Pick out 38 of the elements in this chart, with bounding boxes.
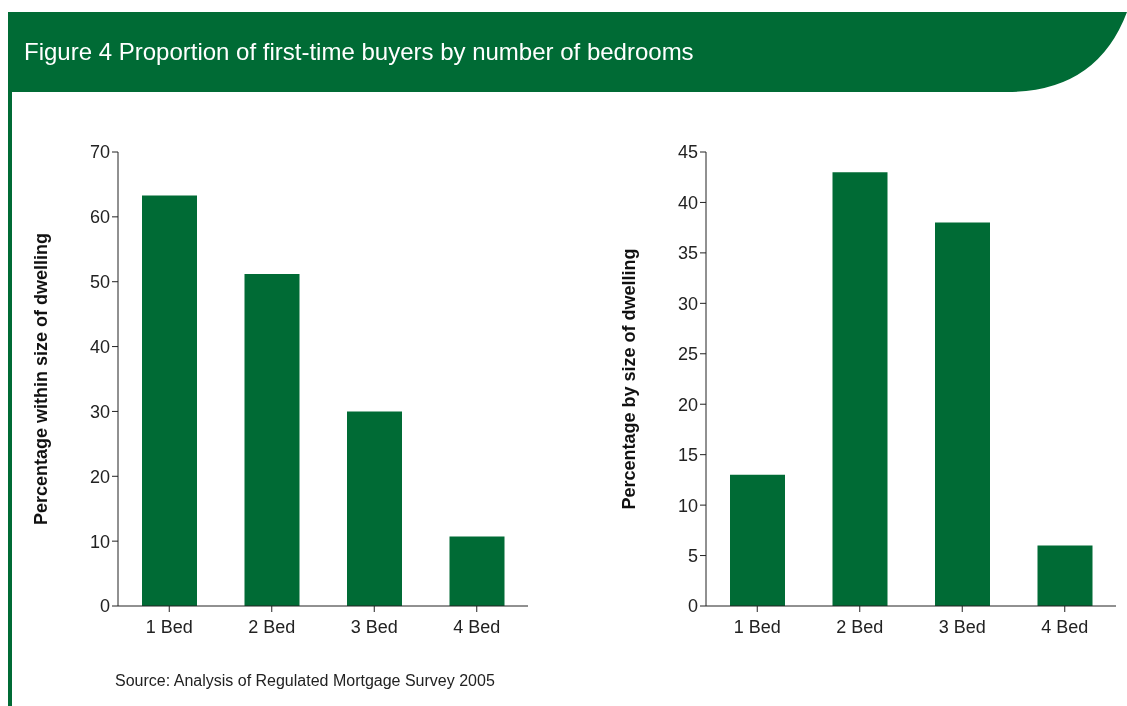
y-tick-label: 70: [89, 142, 110, 163]
x-tick-label: 2 Bed: [248, 616, 296, 637]
source-note: Source: Analysis of Regulated Mortgage Survey 2005: [115, 672, 495, 690]
x-tick-label: 3 Bed: [938, 616, 986, 637]
y-tick-label: 10: [677, 495, 698, 516]
bar: [244, 273, 300, 606]
y-axis-title: Percentage by size of dwelling: [619, 248, 640, 510]
y-tick-label: 40: [89, 336, 110, 357]
bar: [730, 474, 785, 606]
x-tick-label: 1 Bed: [733, 616, 781, 637]
y-tick-label: 30: [677, 293, 698, 314]
y-tick-label: 0: [99, 596, 110, 617]
bar: [935, 222, 990, 606]
x-tick-label: 2 Bed: [836, 616, 884, 637]
y-tick-label: 40: [677, 192, 698, 213]
y-tick-label: 50: [89, 272, 110, 293]
x-tick-label: 4 Bed: [1041, 616, 1089, 637]
x-tick-label: 3 Bed: [350, 616, 398, 637]
bar: [142, 195, 197, 606]
bar: [347, 411, 402, 606]
y-tick-label: 0: [687, 596, 698, 617]
y-tick-label: 30: [89, 401, 110, 422]
y-axis-title: Percentage within size of dwelling: [31, 232, 52, 526]
y-tick-label: 25: [677, 344, 698, 365]
bar: [1037, 545, 1093, 606]
bar: [832, 172, 888, 606]
y-tick-label: 45: [677, 142, 698, 163]
y-tick-label: 60: [89, 207, 110, 228]
y-tick-label: 10: [89, 531, 110, 552]
y-tick-label: 15: [677, 445, 698, 466]
y-tick-label: 5: [687, 545, 698, 566]
y-tick-label: 35: [677, 243, 698, 264]
y-tick-label: 20: [677, 394, 698, 415]
bar: [449, 536, 505, 606]
x-tick-label: 1 Bed: [145, 616, 193, 637]
x-tick-label: 4 Bed: [453, 616, 501, 637]
chart-title: Figure 4 Proportion of first-time buyers by number of bedrooms: [24, 38, 694, 66]
y-tick-label: 20: [89, 466, 110, 487]
